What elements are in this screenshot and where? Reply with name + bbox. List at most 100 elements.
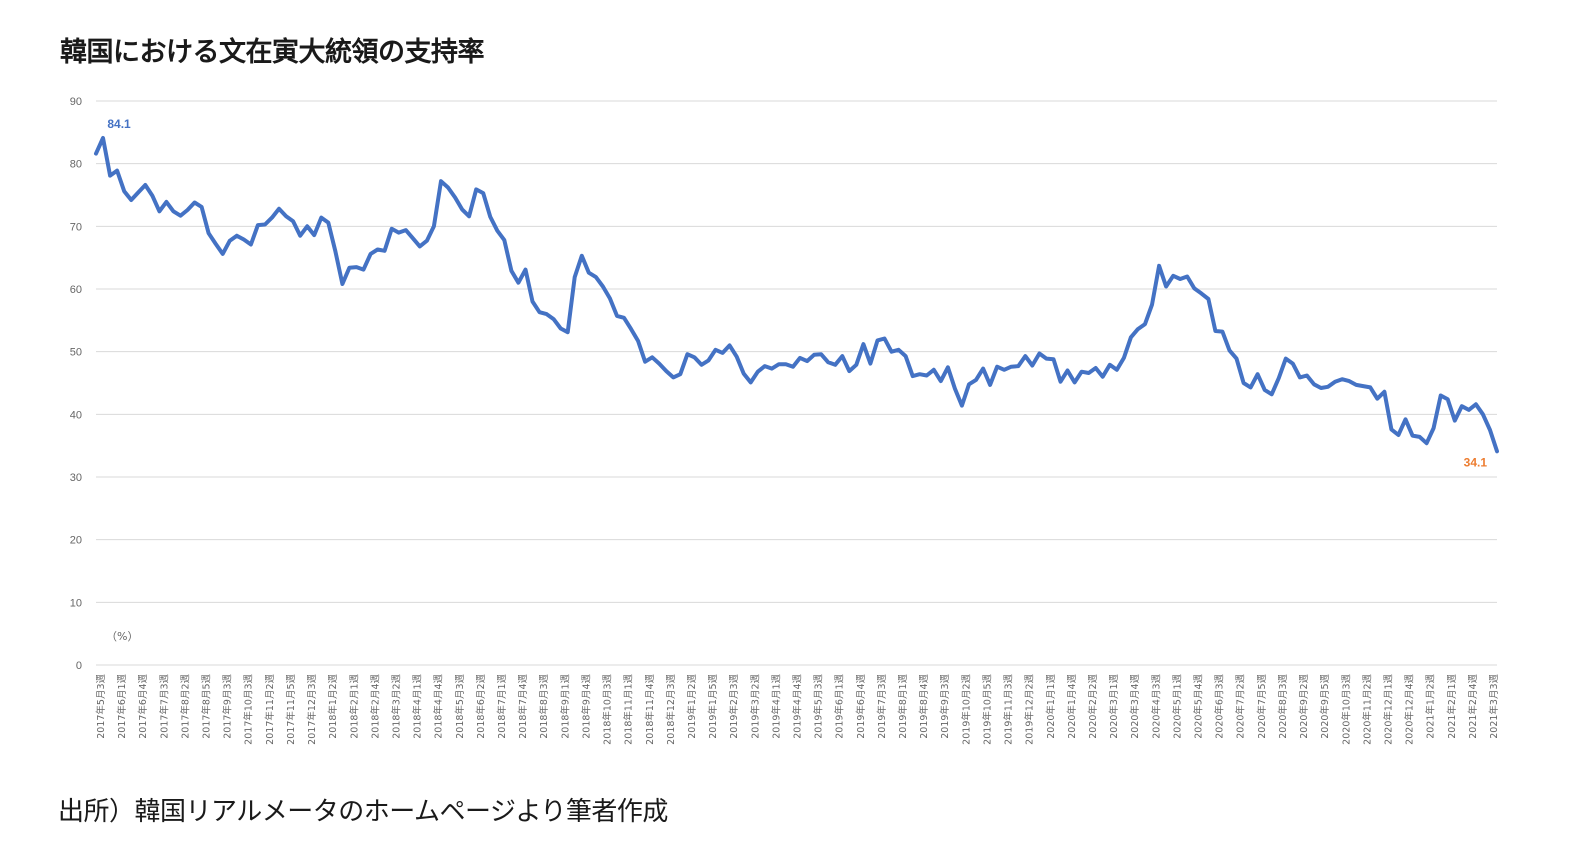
data-point xyxy=(580,254,584,258)
data-point xyxy=(1382,390,1386,394)
data-point xyxy=(383,249,387,253)
data-point xyxy=(1305,374,1309,378)
data-point xyxy=(1446,397,1450,401)
data-point xyxy=(1235,357,1239,361)
data-point xyxy=(362,268,366,272)
x-tick-label: 2018年6月2週 xyxy=(475,674,487,739)
data-point xyxy=(277,207,281,211)
data-point xyxy=(685,352,689,356)
x-tick-label: 2018年2月1週 xyxy=(348,674,360,739)
data-point xyxy=(1312,382,1316,386)
data-point xyxy=(326,221,330,225)
y-tick-label: 90 xyxy=(70,96,82,108)
data-point xyxy=(1277,376,1281,380)
x-tick-label: 2020年2月2週 xyxy=(1087,674,1099,739)
data-point xyxy=(545,312,549,316)
data-point xyxy=(1101,375,1105,379)
x-tick-label: 2019年6月1週 xyxy=(834,674,846,739)
data-point xyxy=(1474,402,1478,406)
data-point xyxy=(1171,274,1175,278)
data-point xyxy=(615,314,619,318)
data-point xyxy=(1396,433,1400,437)
x-tick-label: 2019年6月4週 xyxy=(855,674,867,739)
data-point xyxy=(812,353,816,357)
x-tick-label: 2017年11月5週 xyxy=(285,674,297,745)
data-point xyxy=(742,372,746,376)
data-point xyxy=(249,243,253,247)
data-point xyxy=(890,350,894,354)
data-point xyxy=(1087,371,1091,375)
y-tick-label: 70 xyxy=(70,221,82,233)
data-point xyxy=(1059,380,1063,384)
data-point xyxy=(784,362,788,366)
data-point xyxy=(1319,386,1323,390)
data-point xyxy=(918,372,922,376)
data-point xyxy=(1199,291,1203,295)
data-point xyxy=(1418,435,1422,439)
data-point xyxy=(1340,377,1344,381)
data-point xyxy=(1326,385,1330,389)
data-point xyxy=(467,214,471,218)
data-point xyxy=(791,365,795,369)
data-point xyxy=(932,368,936,372)
data-point xyxy=(136,191,140,195)
x-tick-label: 2018年9月1週 xyxy=(559,674,571,739)
data-point xyxy=(1389,427,1393,431)
approval-rating-line xyxy=(94,136,1499,454)
data-point xyxy=(1115,368,1119,372)
data-point xyxy=(1298,375,1302,379)
data-point xyxy=(904,354,908,358)
data-point xyxy=(861,342,865,346)
data-point xyxy=(1425,441,1429,445)
data-point xyxy=(1073,380,1077,384)
data-point xyxy=(995,365,999,369)
x-tick-label: 2017年11月2週 xyxy=(264,674,276,745)
data-point xyxy=(854,363,858,367)
data-point xyxy=(108,174,112,178)
data-point xyxy=(925,374,929,378)
y-tick-label: 50 xyxy=(70,347,82,359)
data-point xyxy=(221,252,225,256)
data-point xyxy=(319,216,323,220)
x-tick-label: 2019年10月5週 xyxy=(982,674,994,745)
data-point xyxy=(911,374,915,378)
data-point xyxy=(1404,417,1408,421)
data-point xyxy=(1453,419,1457,423)
data-point xyxy=(897,348,901,352)
x-tick-label: 2018年2月4週 xyxy=(369,674,381,739)
y-tick-label: 30 xyxy=(70,472,82,484)
x-tick-label: 2018年3月2週 xyxy=(391,674,403,739)
data-point xyxy=(228,239,232,243)
x-tick-label: 2019年7月3週 xyxy=(876,674,888,739)
data-point xyxy=(1439,394,1443,398)
data-point xyxy=(1467,408,1471,412)
data-point xyxy=(376,248,380,252)
data-point xyxy=(876,338,880,342)
data-point xyxy=(460,207,464,211)
data-point xyxy=(263,223,267,227)
x-tick-label: 2021年2月1週 xyxy=(1446,674,1458,739)
data-point xyxy=(524,268,528,272)
data-point xyxy=(1080,370,1084,374)
data-point xyxy=(636,339,640,343)
x-tick-label: 2017年6月4週 xyxy=(137,674,149,739)
data-point xyxy=(1037,352,1041,356)
x-tick-label: 2020年8月3週 xyxy=(1277,674,1289,739)
data-point xyxy=(1432,426,1436,430)
data-point xyxy=(960,404,964,408)
x-tick-label: 2018年5月3週 xyxy=(454,674,466,739)
data-point xyxy=(502,238,506,242)
data-point xyxy=(749,380,753,384)
data-point xyxy=(1023,354,1027,358)
x-tick-label: 2018年9月4週 xyxy=(580,674,592,739)
x-tick-label: 2017年10月3週 xyxy=(243,674,255,745)
data-point xyxy=(1228,348,1232,352)
data-point xyxy=(847,369,851,373)
data-point xyxy=(1066,369,1070,373)
data-point xyxy=(1481,412,1485,416)
x-tick-label: 2017年8月2週 xyxy=(179,674,191,739)
start-value-label: 84.1 xyxy=(107,117,131,131)
x-tick-label: 2020年3月1週 xyxy=(1108,674,1120,739)
data-points xyxy=(94,136,1499,453)
